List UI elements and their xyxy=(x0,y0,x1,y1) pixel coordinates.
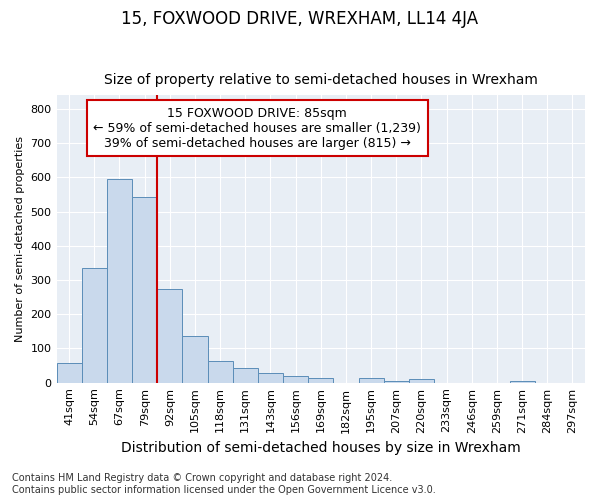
Bar xyxy=(82,268,107,382)
Bar xyxy=(308,378,334,382)
Bar xyxy=(258,373,283,382)
Text: Contains HM Land Registry data © Crown copyright and database right 2024.
Contai: Contains HM Land Registry data © Crown c… xyxy=(12,474,436,495)
Bar xyxy=(509,381,535,382)
Bar xyxy=(383,381,409,382)
Bar xyxy=(409,378,434,382)
Bar xyxy=(283,376,308,382)
Bar xyxy=(157,288,182,382)
Bar xyxy=(208,361,233,382)
Y-axis label: Number of semi-detached properties: Number of semi-detached properties xyxy=(15,136,25,342)
Bar xyxy=(107,179,132,382)
Text: 15 FOXWOOD DRIVE: 85sqm
← 59% of semi-detached houses are smaller (1,239)
39% of: 15 FOXWOOD DRIVE: 85sqm ← 59% of semi-de… xyxy=(94,106,421,150)
Bar xyxy=(132,197,157,382)
Bar xyxy=(182,336,208,382)
Text: 15, FOXWOOD DRIVE, WREXHAM, LL14 4JA: 15, FOXWOOD DRIVE, WREXHAM, LL14 4JA xyxy=(121,10,479,28)
Bar xyxy=(233,368,258,382)
Bar xyxy=(359,378,383,382)
X-axis label: Distribution of semi-detached houses by size in Wrexham: Distribution of semi-detached houses by … xyxy=(121,441,521,455)
Bar xyxy=(56,363,82,382)
Title: Size of property relative to semi-detached houses in Wrexham: Size of property relative to semi-detach… xyxy=(104,73,538,87)
